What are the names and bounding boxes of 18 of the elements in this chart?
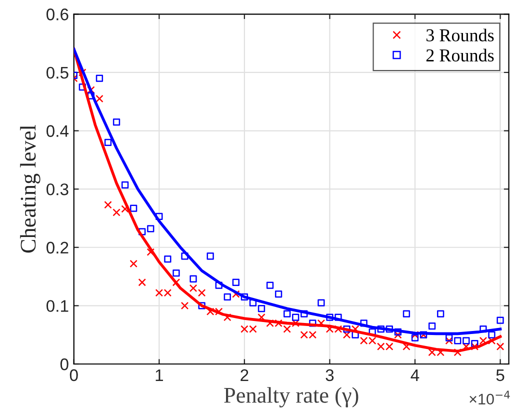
legend-label: 2 Rounds [426,48,494,62]
x-tick-label: 4 [410,369,420,381]
y-tick-label: 0.4 [46,125,69,137]
x-tick-label: 0 [70,369,78,382]
y-tick-label: 0.5 [46,66,68,79]
y-tick-label: 0.3 [46,183,68,196]
y-axis-title: Cheating level [20,125,40,253]
y-tick-label: 0.2 [46,242,68,254]
x-tick-label: 3 [326,369,334,382]
x-tick-label: 1 [156,369,163,381]
x-axis-title: Penalty rate (γ) [224,387,358,408]
y-tick-label: 0 [60,358,68,370]
x-tick-label: 5 [496,369,504,382]
legend-label: 3 Rounds [426,28,494,42]
x-tick-label: 2 [240,369,248,381]
y-tick-label: 0.6 [46,8,68,20]
text: ×10$^{−4}$ [470,390,510,405]
y-tick-label: 0.1 [46,300,68,312]
